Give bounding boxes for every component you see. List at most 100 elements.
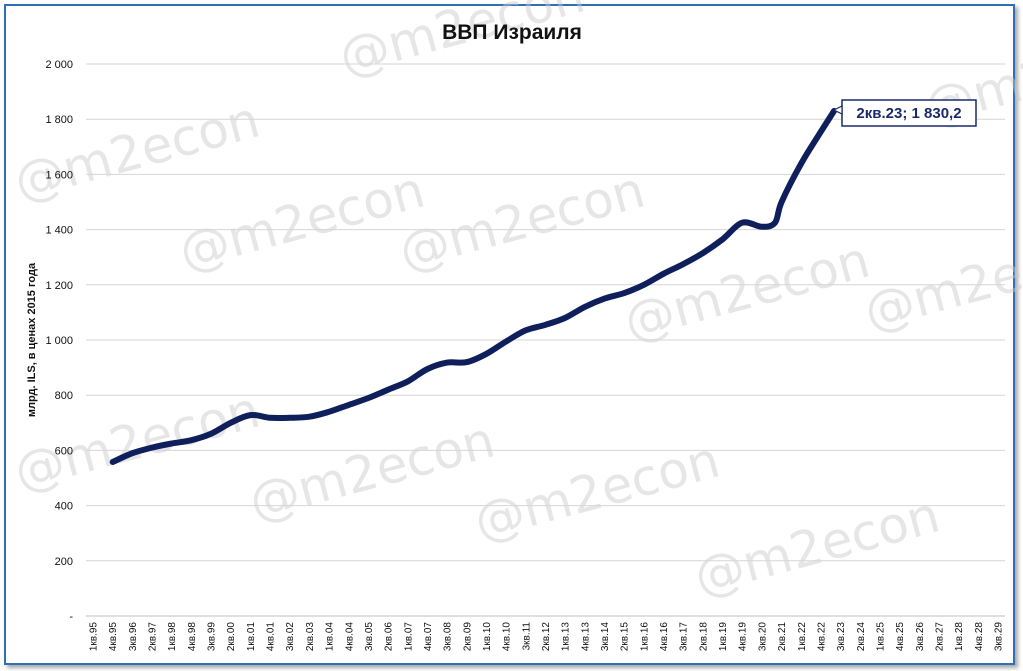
data-point xyxy=(603,297,606,300)
x-tick-label: 3кв.17 xyxy=(679,622,690,652)
y-axis-label: млрд. ILS, в ценах 2015 года xyxy=(26,262,38,417)
x-tick-label: 4кв.28 xyxy=(974,622,985,652)
data-point xyxy=(269,417,271,419)
x-tick-label: 2кв.97 xyxy=(148,622,159,652)
y-tick-label: 400 xyxy=(55,501,73,513)
y-tick-label: 2 000 xyxy=(45,59,73,71)
data-point xyxy=(643,284,645,286)
x-tick-label: 2кв.15 xyxy=(620,622,631,652)
data-point xyxy=(623,292,625,294)
x-tick-label: 3кв.23 xyxy=(836,622,847,652)
y-tick-labels: - 200 400 600 800 1 000 1 200 1 400 1 600 1 800 2 … xyxy=(45,59,73,623)
x-tick-label: 1кв.25 xyxy=(875,622,886,652)
x-tick-label: 4кв.16 xyxy=(659,622,670,652)
data-point xyxy=(800,162,803,165)
x-tick-label: 1кв.01 xyxy=(246,622,257,652)
chart-title: ВВП Израиля xyxy=(442,21,582,44)
x-tick-label: 2кв.09 xyxy=(462,622,473,652)
data-point xyxy=(387,388,389,391)
y-tick-label: 1 600 xyxy=(45,169,73,181)
x-tick-label: 4кв.95 xyxy=(108,622,119,652)
data-point xyxy=(288,417,291,419)
data-point xyxy=(485,353,488,355)
data-point xyxy=(111,461,114,463)
watermark-text: @m2econ xyxy=(8,91,266,212)
data-point xyxy=(761,226,763,228)
data-point xyxy=(328,411,330,413)
data-point xyxy=(774,221,776,224)
x-tick-label: 4кв.22 xyxy=(816,622,827,652)
x-tick-label: 3кв.05 xyxy=(364,622,375,652)
watermark-text: @m2econ xyxy=(468,431,726,552)
x-tick-label: 1кв.22 xyxy=(797,622,808,652)
data-point xyxy=(446,361,448,364)
x-tick-label: 2кв.12 xyxy=(541,622,552,652)
x-tick-label: 2кв.27 xyxy=(934,622,945,652)
x-tick-label: 3кв.08 xyxy=(443,622,454,652)
data-point xyxy=(308,415,311,418)
x-tick-label: 3кв.11 xyxy=(521,622,532,651)
x-tick-label: 2кв.03 xyxy=(305,622,316,652)
x-tick-label: 1кв.13 xyxy=(561,622,572,652)
data-point xyxy=(348,404,350,406)
gridlines xyxy=(86,63,1005,617)
x-tick-label: 4кв.19 xyxy=(738,622,749,652)
x-tick-label: 2кв.21 xyxy=(777,622,788,652)
data-point xyxy=(662,273,665,275)
x-tick-label: 1кв.16 xyxy=(639,622,650,652)
data-point xyxy=(820,130,822,133)
x-tick-label: 1кв.95 xyxy=(89,622,100,652)
data-point xyxy=(170,442,173,445)
data-point xyxy=(505,340,508,343)
y-tick-label: 1 800 xyxy=(45,114,73,126)
data-point xyxy=(780,201,783,203)
data-point xyxy=(721,238,724,241)
x-tick-label: 4кв.25 xyxy=(895,622,906,652)
x-tick-label: 2кв.06 xyxy=(384,622,395,652)
data-point xyxy=(741,221,743,224)
x-tick-label: 4кв.04 xyxy=(344,622,355,652)
x-tick-label: 2кв.24 xyxy=(856,622,867,652)
x-tick-labels: 1кв.95 4кв.95 3кв.96 2кв.97 1кв.98 4кв.98 3кв.… xyxy=(89,622,1005,652)
data-point xyxy=(544,324,547,326)
data-point xyxy=(131,452,134,455)
x-tick-label: 1кв.10 xyxy=(482,622,493,652)
x-tick-label: 4кв.01 xyxy=(266,622,277,652)
data-point xyxy=(249,414,252,416)
watermark-text: @m2econ xyxy=(858,221,1023,342)
y-tick-label: 1 000 xyxy=(45,335,73,347)
watermark-text: @m2econ xyxy=(243,411,501,532)
x-tick-label: 3кв.20 xyxy=(757,622,768,652)
data-point xyxy=(190,439,193,442)
y-tick-label: 1 200 xyxy=(45,280,73,292)
data-point xyxy=(564,317,566,319)
x-tick-label: 3кв.99 xyxy=(207,622,218,652)
callout-box xyxy=(841,99,977,127)
data-point xyxy=(702,252,704,254)
data-point xyxy=(151,446,153,449)
data-point xyxy=(525,329,527,332)
data-point xyxy=(466,361,468,363)
x-tick-label: 3кв.26 xyxy=(915,622,926,652)
data-point xyxy=(229,422,232,424)
y-tick-label: 1 400 xyxy=(45,225,73,237)
x-tick-label: 1кв.04 xyxy=(325,622,336,652)
x-tick-label: 1кв.19 xyxy=(718,622,729,652)
data-point xyxy=(426,368,429,370)
watermark-text: @m2econ xyxy=(173,161,431,282)
x-tick-label: 4кв.13 xyxy=(580,622,591,652)
y-tick-label: 200 xyxy=(55,556,73,568)
watermark-layer: @m2econ@m2econ@m2econ@m2econ@m2econ@m2ec… xyxy=(8,0,1023,607)
data-point xyxy=(407,380,409,383)
x-tick-label: 1кв.07 xyxy=(403,622,414,652)
watermark-text: @m2econ xyxy=(688,486,946,607)
y-tick-label: 800 xyxy=(55,390,73,402)
x-tick-label: 4кв.07 xyxy=(423,622,434,652)
x-tick-label: 4кв.98 xyxy=(187,622,198,652)
data-point xyxy=(367,397,370,399)
data-point xyxy=(210,433,212,435)
x-tick-label: 1кв.28 xyxy=(954,622,965,652)
callout-label: 2кв.23; 1 830,2 xyxy=(856,105,961,122)
x-tick-label: 3кв.96 xyxy=(128,622,139,652)
